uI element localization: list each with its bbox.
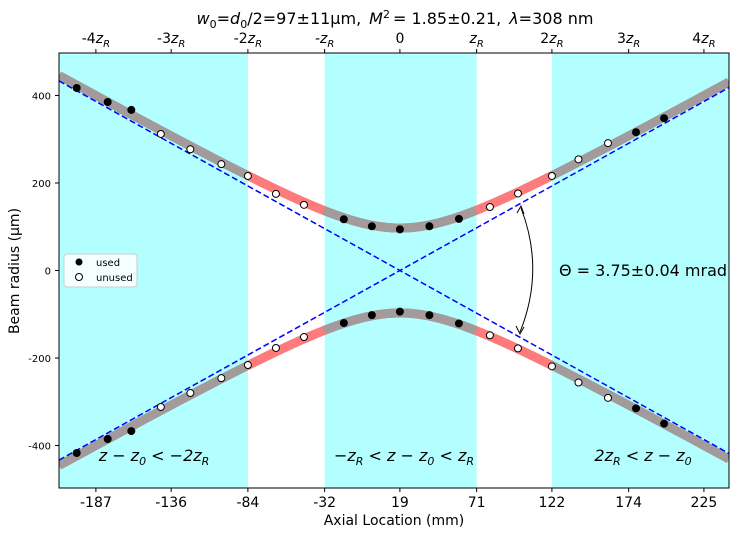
data-point-used-3 (339, 215, 348, 224)
top-tick-label-7: 3zR (617, 31, 640, 50)
asymptote-falling (59, 86, 729, 461)
x-tick-label-6: 122 (539, 495, 566, 511)
data-point-unused-9 (574, 155, 583, 164)
data-point-unused-8 (547, 171, 556, 180)
chart-title: w0=d0/2=97±11µm, M2 = 1.85±0.21, λ=308 nm (197, 8, 594, 31)
top-tick-label-2: -2zR (234, 31, 262, 50)
top-tick-label-0: -4zR (82, 31, 110, 50)
title-m-value: = 1.85±0.21, (393, 9, 501, 28)
top-tick-label-5: zR (468, 31, 483, 50)
data-point-unused-7 (513, 189, 522, 198)
title-d-var: d (230, 9, 241, 28)
title-lambda-value: =308 nm (519, 9, 594, 28)
data-point-unused-21 (603, 393, 612, 402)
data-point-used-4 (367, 222, 376, 231)
region-label-right: 2zR < z − z0 (594, 446, 691, 468)
data-point-unused-12 (186, 389, 195, 398)
data-point-unused-10 (603, 139, 612, 148)
data-point-used-6 (425, 222, 434, 231)
x-axis-label: Axial Location (mm) (324, 513, 465, 529)
data-point-used-12 (127, 427, 136, 436)
title-w-sub: 0 (210, 18, 217, 31)
data-point-used-8 (632, 128, 641, 137)
data-point-unused-1 (186, 145, 195, 154)
data-point-used-11 (103, 434, 112, 443)
data-point-used-14 (367, 311, 376, 320)
data-point-used-9 (660, 114, 669, 123)
data-point-unused-15 (271, 343, 280, 352)
data-point-unused-11 (156, 403, 165, 412)
data-point-unused-19 (547, 362, 556, 371)
title-m-sup: 2 (383, 8, 390, 21)
region-label-center: −zR < z − z0 < zR (334, 446, 474, 468)
x-tick-label-5: 71 (468, 495, 486, 511)
x-tick-label-4: 19 (391, 495, 409, 511)
top-tick-label-6: 2zR (540, 31, 563, 50)
legend-used-label: used (96, 258, 120, 269)
top-tick-label-1: -3zR (157, 31, 185, 50)
title-lambda-var: λ (508, 9, 518, 28)
legend-unused-label: unused (96, 273, 133, 284)
data-point-unused-17 (485, 331, 494, 340)
top-tick-label-8: 4zR (692, 31, 715, 50)
x-tick-label-7: 174 (615, 495, 642, 511)
data-point-used-17 (454, 319, 463, 328)
x-tick-label-2: -84 (236, 495, 259, 511)
x-tick-label-3: -32 (313, 495, 336, 511)
top-tick-label-4: 0 (395, 31, 404, 47)
data-point-unused-3 (243, 171, 252, 180)
y-tick-label-2: 0 (45, 267, 51, 278)
data-point-used-18 (632, 404, 641, 413)
data-point-used-15 (395, 307, 404, 316)
data-point-used-16 (425, 311, 434, 320)
title-m-var: M (369, 9, 383, 28)
y-axis-label: Beam radius (µm) (7, 208, 23, 334)
x-tick-label-8: 225 (691, 495, 718, 511)
data-point-unused-5 (299, 200, 308, 209)
data-point-used-5 (395, 225, 404, 234)
data-point-used-2 (127, 105, 136, 114)
top-tick-label-3: -zR (315, 31, 334, 50)
data-point-used-10 (72, 448, 81, 457)
data-point-used-7 (454, 214, 463, 223)
divergence-annotation: Θ = 3.75±0.04 mrad (559, 261, 727, 280)
asymptote-rising (59, 80, 729, 455)
y-tick-label-0: 400 (32, 91, 51, 102)
data-point-unused-6 (485, 203, 494, 212)
title-w-var: w (197, 9, 211, 28)
plot-area (59, 53, 729, 488)
data-point-unused-4 (271, 189, 280, 198)
divergence-arrowhead-top (516, 204, 525, 215)
data-point-unused-2 (217, 160, 226, 169)
title-eq: = (217, 9, 230, 28)
data-point-unused-13 (217, 374, 226, 383)
title-d-sub: 0 (240, 18, 247, 31)
data-point-used-0 (72, 84, 81, 93)
title-w0-value: /2=97±11µm, (247, 9, 361, 28)
data-point-unused-18 (513, 344, 522, 353)
y-tick-label-4: -400 (28, 442, 51, 453)
data-point-used-19 (660, 419, 669, 428)
data-point-unused-0 (156, 129, 165, 138)
data-point-unused-16 (299, 333, 308, 342)
divergence-arc-arrow (519, 207, 534, 333)
y-tick-label-1: 200 (32, 179, 51, 190)
legend-used-marker (75, 258, 83, 266)
x-tick-label-0: -187 (80, 495, 112, 511)
legend-unused-marker (75, 273, 83, 281)
data-point-unused-20 (574, 378, 583, 387)
divergence-arrowhead-bottom (515, 325, 525, 336)
data-point-unused-14 (243, 361, 252, 370)
y-tick-label-3: -200 (28, 354, 51, 365)
region-label-left: z − z0 < −2zR (98, 446, 210, 468)
data-point-used-1 (103, 98, 112, 107)
data-point-used-13 (339, 319, 348, 328)
x-tick-label-1: -136 (155, 495, 187, 511)
legend: used unused (63, 253, 138, 288)
